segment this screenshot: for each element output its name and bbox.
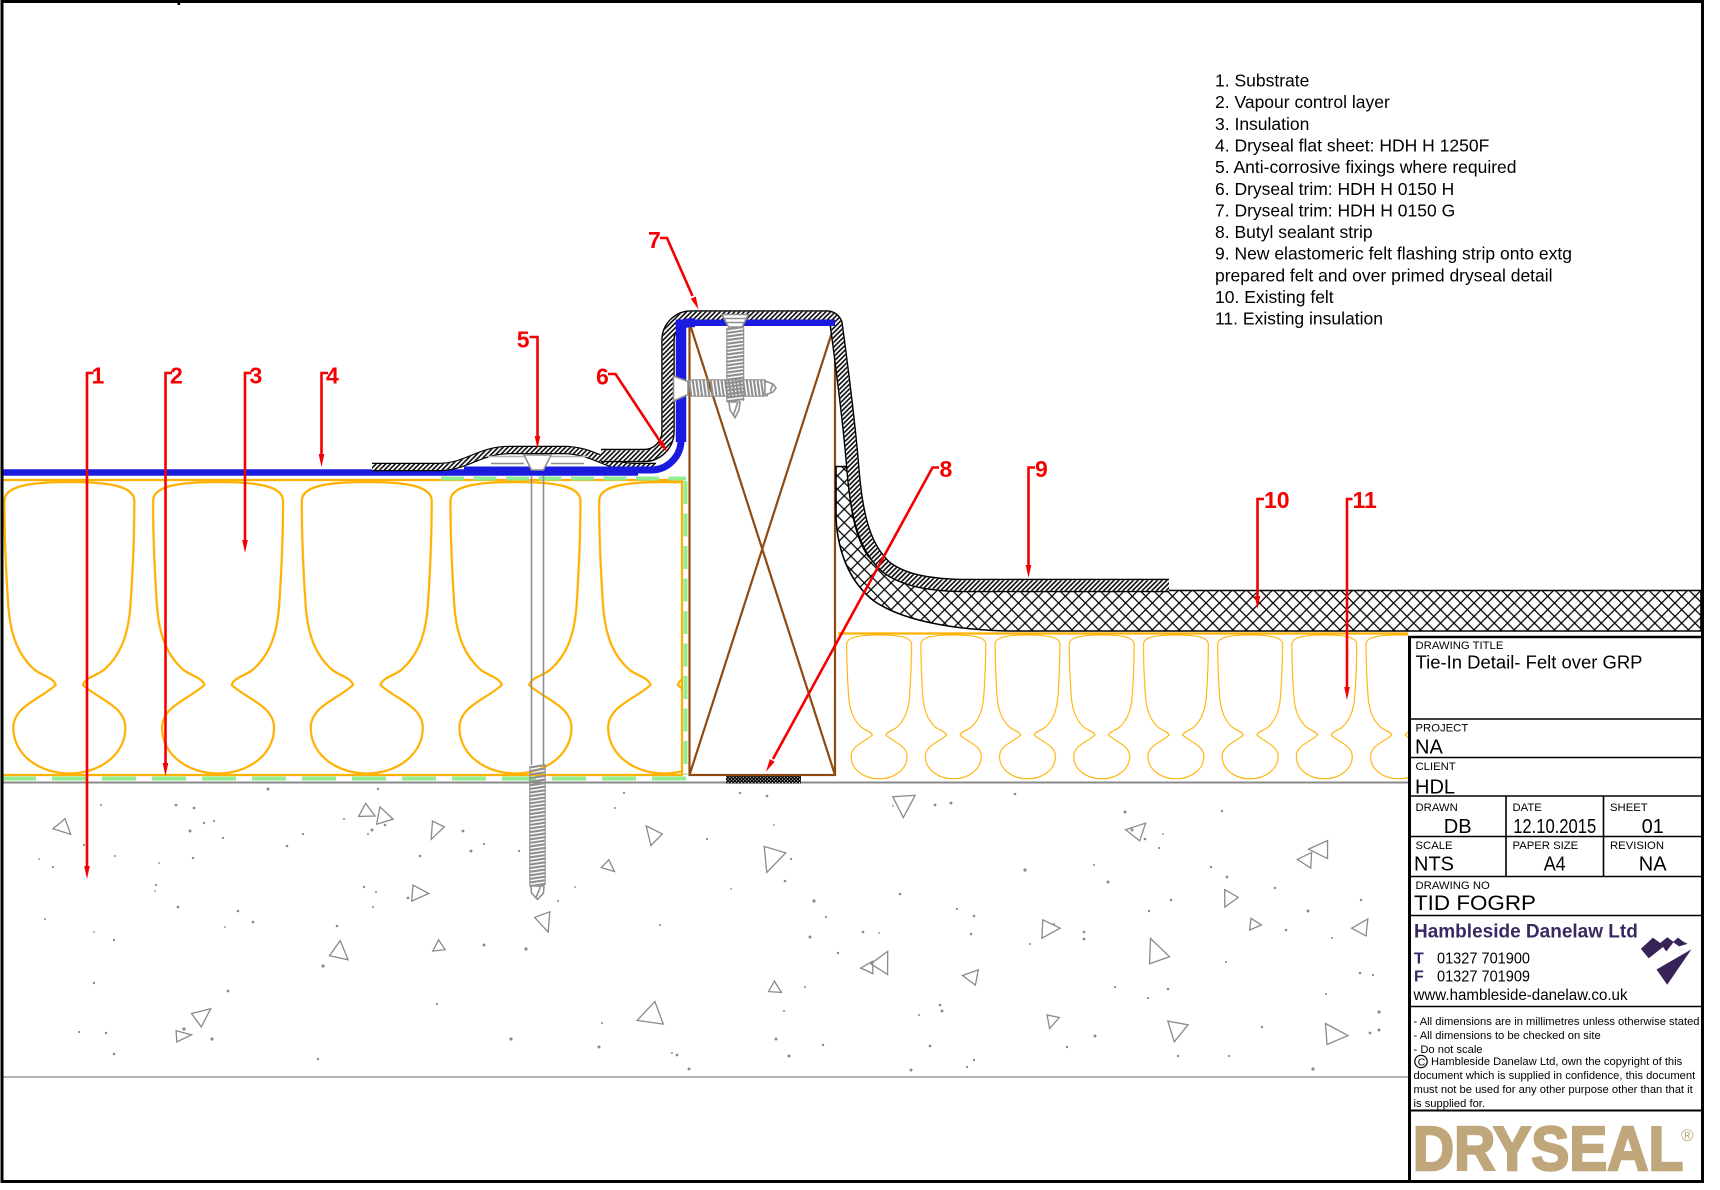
svg-text:A4: A4: [1544, 854, 1566, 876]
svg-text:11: 11: [1353, 487, 1378, 513]
svg-text:7: 7: [648, 227, 661, 253]
svg-text:8: 8: [940, 456, 953, 482]
svg-text:11. Existing insulation: 11. Existing insulation: [1215, 309, 1383, 329]
svg-text:4. Dryseal flat sheet: HDH H 1: 4. Dryseal flat sheet: HDH H 1250F: [1215, 135, 1489, 155]
svg-text:CLIENT: CLIENT: [1416, 761, 1456, 773]
svg-text:5. Anti-corrosive fixings wher: 5. Anti-corrosive fixings where required: [1215, 157, 1517, 177]
svg-text:6. Dryseal trim: HDH H 0150 H: 6. Dryseal trim: HDH H 0150 H: [1215, 179, 1454, 199]
svg-text:DB: DB: [1444, 816, 1472, 838]
svg-text:www.hambleside-danelaw.co.uk: www.hambleside-danelaw.co.uk: [1413, 987, 1629, 1004]
svg-text:SCALE: SCALE: [1416, 840, 1454, 852]
svg-text:SHEET: SHEET: [1610, 802, 1648, 814]
svg-text:T: T: [1414, 951, 1424, 968]
svg-text:01: 01: [1642, 816, 1664, 838]
svg-text:6: 6: [596, 364, 609, 390]
svg-text:5: 5: [517, 327, 530, 353]
svg-text:F: F: [1414, 969, 1424, 986]
svg-text:Tie-In Detail- Felt over GRP: Tie-In Detail- Felt over GRP: [1416, 653, 1643, 673]
svg-text:- Do not scale: - Do not scale: [1414, 1044, 1483, 1056]
svg-text:DRAWING TITLE: DRAWING TITLE: [1416, 640, 1504, 652]
svg-text:HDL: HDL: [1415, 777, 1455, 799]
svg-text:2. Vapour control layer: 2. Vapour control layer: [1215, 92, 1390, 112]
svg-text:7. Dryseal trim: HDH H 0150 G: 7. Dryseal trim: HDH H 0150 G: [1215, 200, 1455, 220]
svg-text:prepared felt and over primed: prepared felt and over primed dryseal de…: [1215, 265, 1553, 285]
svg-text:DRYSEAL: DRYSEAL: [1413, 1114, 1683, 1184]
svg-text:Hambleside Danelaw Ltd: Hambleside Danelaw Ltd: [1414, 922, 1638, 943]
svg-text:10: 10: [1264, 487, 1290, 513]
svg-text:PROJECT: PROJECT: [1416, 723, 1469, 735]
svg-text:- All dimensions to be checked: - All dimensions to be checked on site: [1414, 1030, 1601, 1042]
svg-text:01327 701909: 01327 701909: [1437, 969, 1530, 986]
svg-text:DRAWN: DRAWN: [1416, 802, 1458, 814]
svg-text:C: C: [1418, 1056, 1426, 1068]
svg-text:must not be used for any other: must not be used for any other purpose o…: [1414, 1084, 1694, 1096]
svg-text:NTS: NTS: [1414, 854, 1454, 876]
svg-text:- All dimensions are in millim: - All dimensions are in millimetres unle…: [1414, 1016, 1700, 1028]
svg-text:REVISION: REVISION: [1610, 840, 1664, 852]
svg-text:DRAWING NO: DRAWING NO: [1416, 880, 1490, 892]
svg-text:4: 4: [326, 363, 339, 389]
svg-text:DATE: DATE: [1513, 802, 1543, 814]
svg-text:8. Butyl sealant strip: 8. Butyl sealant strip: [1215, 222, 1373, 242]
svg-text:1. Substrate: 1. Substrate: [1215, 71, 1309, 91]
svg-text:PAPER SIZE: PAPER SIZE: [1513, 840, 1579, 852]
svg-text:NA: NA: [1415, 737, 1443, 759]
svg-text:TID FOGRP: TID FOGRP: [1414, 892, 1536, 915]
svg-text:Hambleside Danelaw Ltd, own th: Hambleside Danelaw Ltd, own the copyrigh…: [1431, 1056, 1683, 1068]
svg-text:NA: NA: [1639, 854, 1667, 876]
svg-text:is supplied for.: is supplied for.: [1414, 1098, 1486, 1110]
svg-text:3. Insulation: 3. Insulation: [1215, 114, 1309, 134]
svg-text:1: 1: [92, 363, 105, 389]
svg-text:12.10.2015: 12.10.2015: [1513, 816, 1596, 838]
svg-text:3: 3: [250, 363, 263, 389]
svg-text:®: ®: [1681, 1126, 1694, 1145]
svg-text:2: 2: [170, 363, 183, 389]
svg-text:10. Existing felt: 10. Existing felt: [1215, 287, 1334, 307]
svg-text:9. New elastomeric felt flashi: 9. New elastomeric felt flashing strip o…: [1215, 244, 1572, 264]
svg-text:9: 9: [1035, 456, 1048, 482]
svg-text:01327 701900: 01327 701900: [1437, 951, 1530, 968]
svg-text:document which is supplied in: document which is supplied in confidence…: [1414, 1070, 1697, 1082]
